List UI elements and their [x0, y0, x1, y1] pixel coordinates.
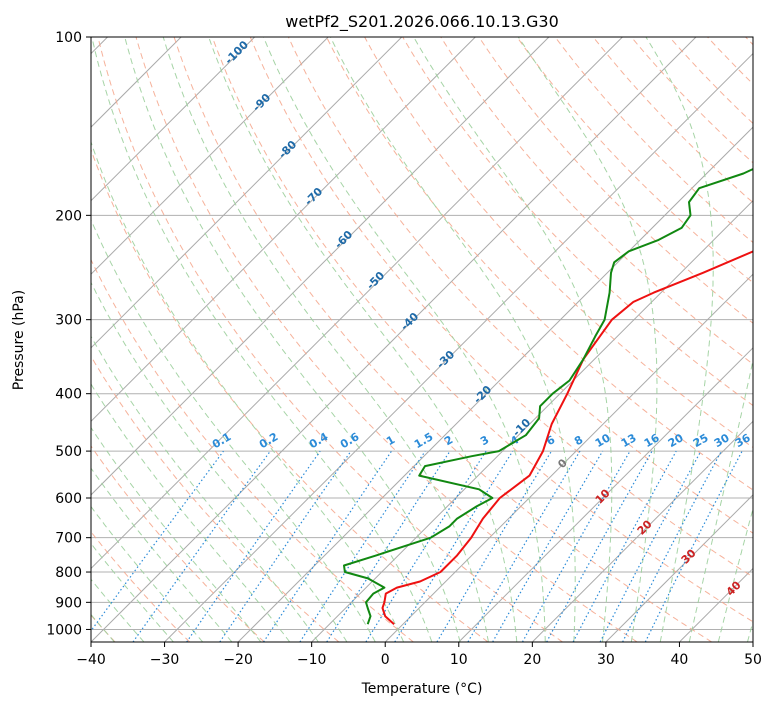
mixing-ratio-line — [644, 450, 743, 642]
dry-adiabat-line — [211, 37, 753, 623]
x-tick-label: −40 — [76, 652, 106, 668]
plot-frame — [90, 36, 754, 643]
y-tick-label: 500 — [55, 444, 82, 460]
moist-adiabat-line — [91, 426, 262, 642]
dry-adiabat-line — [91, 355, 340, 642]
moist-adiabat-line — [91, 578, 145, 642]
x-tick-label: 30 — [597, 652, 615, 668]
moist-adiabat-line — [91, 37, 433, 642]
dry-adiabat-line — [97, 37, 563, 642]
mixing-ratio-line — [219, 450, 352, 642]
moist-adiabat-line — [717, 507, 753, 642]
x-tick-label: 0 — [381, 652, 390, 668]
moist-adiabat-line — [517, 37, 658, 642]
mixing-ratio-line — [546, 450, 653, 642]
x-axis-ticks: −40 −30 −20 −10 0 10 20 30 40 50 — [76, 642, 762, 668]
moist-adiabat-line — [91, 505, 204, 642]
isotherms — [91, 37, 753, 642]
moist-adiabat-line — [162, 37, 489, 642]
mixing-ratio-line — [132, 450, 271, 642]
y-axis-title: Pressure (hPa) — [11, 290, 27, 390]
isotherm-line — [605, 494, 753, 642]
moist-adiabat-line — [413, 37, 613, 642]
chart-title: wetPf2_S201.2026.066.10.13.G30 — [285, 12, 559, 32]
mixing-ratio-line — [91, 450, 224, 632]
mixing-ratio-line — [572, 450, 677, 642]
dry-adiabat-line — [287, 37, 753, 534]
moist-adiabat-line — [329, 37, 576, 642]
x-tick-label: 40 — [671, 652, 689, 668]
y-tick-label: 300 — [55, 313, 82, 329]
dewpoint-line — [343, 167, 753, 625]
y-tick-label: 200 — [55, 208, 82, 224]
x-tick-label: 20 — [523, 652, 541, 668]
isotherm-line — [91, 37, 550, 496]
mixing-ratio-line — [263, 450, 393, 642]
y-tick-label: 1000 — [46, 622, 82, 638]
moist-adiabat-line — [124, 37, 461, 642]
isotherm-line — [91, 37, 697, 642]
moist-adiabat-line — [645, 37, 714, 642]
y-tick-label: 100 — [55, 30, 82, 46]
isotherm-line — [384, 273, 753, 642]
y-tick-label: 400 — [55, 387, 82, 403]
moist-adiabats — [91, 37, 753, 642]
mixing-ratio-line — [186, 450, 321, 642]
x-tick-label: −20 — [223, 652, 253, 668]
isotherm-line — [91, 37, 476, 423]
x-tick-label: 10 — [450, 652, 468, 668]
moist-adiabat-line — [91, 335, 319, 642]
mixing-ratio-line — [326, 450, 451, 642]
dry-adiabat-line — [91, 258, 414, 642]
x-axis-title: Temperature (°C) — [361, 681, 483, 697]
plot-area: -100-90-80-70-60-50-40-30-20-10010203040… — [91, 37, 753, 642]
x-tick-label: −10 — [297, 652, 327, 668]
y-tick-label: 700 — [55, 531, 82, 547]
dry-adiabat-line — [173, 37, 713, 642]
isotherm-line — [237, 126, 753, 642]
moist-adiabat-line — [91, 218, 376, 642]
moist-adiabat-line — [91, 140, 405, 642]
moist-adiabat-line — [91, 467, 233, 642]
y-tick-label: 600 — [55, 491, 82, 507]
x-tick-label: −30 — [150, 652, 180, 668]
moist-adiabat-line — [688, 357, 753, 642]
mixing-ratio-line — [521, 450, 631, 642]
isotherm-line — [164, 52, 753, 642]
y-tick-label: 800 — [55, 565, 82, 581]
isotherm-line — [91, 37, 403, 349]
moist-adiabat-line — [262, 37, 546, 642]
y-tick-label: 900 — [55, 595, 82, 611]
isotherm-line — [91, 37, 623, 570]
dry-adiabat-line — [326, 37, 753, 491]
dry-adiabat-line — [135, 37, 638, 642]
temperature-line — [381, 250, 753, 625]
pressure-gridlines — [91, 37, 753, 630]
moist-adiabat-line — [91, 281, 348, 642]
x-tick-label: 50 — [744, 652, 762, 668]
sounding-series — [343, 167, 753, 625]
y-axis-ticks: 1000 900 800 700 600 500 400 300 200 100 — [46, 30, 91, 638]
isotherm-line — [458, 347, 753, 642]
dry-adiabat-line — [249, 37, 753, 578]
isotherm-line — [531, 420, 753, 642]
isotherm-line — [91, 37, 256, 202]
moist-adiabat-line — [91, 542, 174, 642]
dry-adiabats — [91, 37, 753, 642]
isotherm-line — [91, 37, 329, 275]
moist-adiabat-line — [208, 37, 518, 642]
moist-adiabat-line — [91, 383, 291, 642]
dry-adiabat-line — [91, 445, 265, 642]
